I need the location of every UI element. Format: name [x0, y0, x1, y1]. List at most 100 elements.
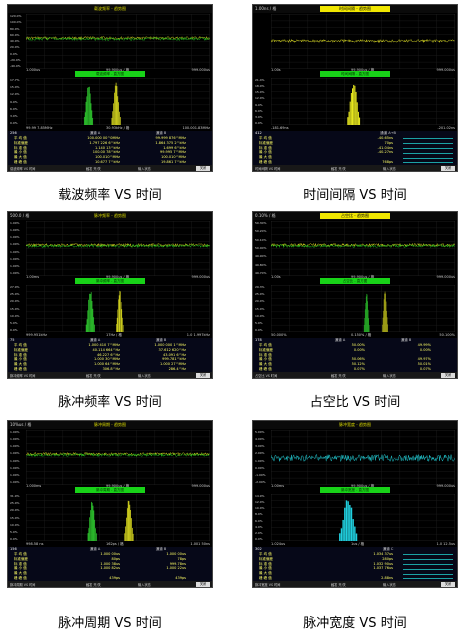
statistics-table: 256 通道 A 通道 B 平 均 值 100.000 00^0MHz 99.999 87… — [8, 131, 212, 166]
trend-y-labels — [255, 14, 271, 69]
histogram-bar — [113, 103, 114, 125]
panel-top-bar: 脉冲周期 - 趋势图 — [8, 421, 212, 429]
stats-value: 768ps — [382, 160, 393, 164]
status-mode: 时间间隔 VS 时间 — [255, 167, 281, 171]
trend-y-tick: -1.00% — [255, 472, 266, 477]
stats-value-a: 1.000 64^MHz — [93, 362, 120, 367]
histogram-bar — [115, 82, 117, 125]
stats-value-b: 1.000 000 1^MHz — [154, 343, 186, 347]
hist-y-labels: 17.7% 15.0% 12.0% 9.0% 6.0% 3.0% 0.0% — [10, 78, 26, 125]
histogram-bar — [90, 292, 92, 332]
histogram-bar — [91, 300, 93, 332]
histogram-title: 载波频率 - 直方图 — [96, 72, 124, 76]
close-button[interactable]: 关闭 — [441, 165, 455, 171]
stats-value: 280ps — [382, 556, 393, 561]
stats-label: 标 准 值 — [14, 561, 27, 566]
trend-y-tick: 3.00% — [255, 444, 265, 449]
hist-y-tick: 0.0% — [255, 328, 263, 332]
close-button[interactable]: 关闭 — [196, 581, 210, 587]
histogram-bar — [126, 508, 128, 541]
histogram-bar — [119, 111, 120, 125]
stats-value-b: 1.864 375 2^kHz — [155, 140, 186, 145]
status-bar: 时间间隔 VS 时间 触发 开/关 输入状态 关闭 — [253, 165, 457, 171]
close-button[interactable]: 关闭 — [441, 581, 455, 587]
stats-value-a: 50.06% — [351, 357, 365, 362]
stats-value-a: 50.12% — [351, 362, 365, 367]
trend-y-tick: 1.00% — [10, 271, 20, 275]
trend-x-left: 1.00s — [271, 68, 281, 72]
histogram-bar — [117, 96, 119, 125]
histogram-bar — [114, 85, 116, 125]
panel-title: 时间间隔 - 趋势图 — [339, 6, 371, 11]
trend-x-right: 999.000us — [191, 275, 210, 279]
stats-sparkline — [403, 138, 453, 140]
stats-value-b: 0.00% — [419, 347, 431, 352]
hist-y-tick: 10.0% — [10, 522, 20, 527]
hist-y-tick: 6.0% — [255, 108, 263, 113]
channel-b-header: 通道 B — [155, 338, 167, 342]
histogram-bar — [92, 117, 94, 125]
sample-count: 178 — [255, 338, 262, 342]
close-button[interactable]: 关闭 — [441, 372, 455, 378]
histogram-bar — [349, 504, 351, 541]
close-button[interactable]: 关闭 — [196, 165, 210, 171]
panel-pulse-frequency: 脉冲频率 - 趋势图 500.0 / 格 1.00% 1.00% 1.00% 1.00% 1… — [7, 211, 213, 379]
stats-value-b: 43.091 6^Hz — [163, 352, 186, 357]
histogram-bar — [90, 103, 92, 125]
histogram-bar — [122, 317, 123, 332]
stats-label: 峰 峰 值 — [14, 367, 27, 371]
panel-title: 脉冲频率 - 趋势图 — [94, 213, 126, 218]
stats-row: 最 小 值 50.06% 49.97% — [253, 357, 457, 362]
trend-y-labels: 50.30% 50.20% 50.10% 50.00% 49.90% 49.80% 49.7… — [255, 221, 271, 276]
status-trigger: 触发 开/关 — [86, 374, 101, 378]
close-button[interactable]: 关闭 — [196, 372, 210, 378]
histogram-plot — [26, 494, 210, 541]
trend-y-tick: 1.00% — [10, 430, 20, 434]
panel-pulse-period: 脉冲周期 - 趋势图 10%us / 格 1.00% 1.00% 1.00% 1.00% 1… — [7, 420, 213, 588]
panel-top-bar: 时间间隔 - 趋势图 — [253, 5, 457, 13]
stats-row: 峰 峰 值 0.07% 0.07% — [253, 367, 457, 372]
trend-y-tick: 49.80% — [255, 262, 267, 267]
trend-y-tick: 0.0% — [10, 51, 18, 56]
stats-row: 峰 峰 值 2.88ns — [253, 576, 457, 581]
sample-count: 302 — [255, 547, 262, 551]
channel-a-header: 通道 A — [334, 338, 346, 342]
status-mode: 脉冲频率 VS 时间 — [10, 374, 36, 378]
histogram-bar — [116, 86, 118, 125]
trend-y-tick: 49.70% — [255, 271, 267, 275]
hist-y-tick: 0.0% — [10, 537, 18, 541]
hist-x-right: 1.0 1.997kHz — [186, 332, 210, 337]
histogram-bar — [91, 502, 93, 541]
hist-y-tick: 10.0% — [255, 506, 265, 511]
histogram-bar — [342, 519, 344, 541]
histogram-title: 脉冲周期 - 直方图 — [96, 488, 124, 492]
trend-y-tick: 100.0% — [10, 20, 22, 25]
stats-label: 平 均 值 — [259, 136, 272, 140]
channel-header: 通道 A→B — [380, 131, 396, 135]
trend-y-tick: 4.00% — [255, 437, 265, 442]
histogram-bar — [350, 92, 352, 125]
stats-value-b: 78ps — [177, 556, 187, 561]
trend-y-tick: 50.30% — [255, 221, 267, 225]
histogram-bar — [88, 299, 90, 332]
status-bar: 占空比 VS 时间 触发 开/关 输入状态 关闭 — [253, 372, 457, 378]
stats-row: 平 均 值 50.00% 49.99% — [253, 343, 457, 348]
trend-y-labels: 1.00% 1.00% 1.00% 1.00% 1.00% 1.00% 1.00% 1.00% — [10, 430, 26, 485]
trend-x-right: 999.000us — [436, 68, 455, 72]
hist-x-left: -181.69ns — [271, 125, 289, 130]
histogram-bar — [124, 533, 126, 541]
stats-label: 平 均 值 — [14, 552, 27, 556]
histogram-bar — [352, 88, 354, 125]
trend-y-tick: 50.00% — [255, 246, 267, 250]
hist-y-tick: 15.0% — [10, 306, 20, 311]
trend-x-left: 1.00ms — [26, 275, 40, 279]
hist-y-tick: 20.0% — [255, 299, 265, 304]
panel-duty-cycle: 占空比 - 趋势图 0.10% / 格 50.30% 50.20% 50.10% 50.0… — [252, 211, 458, 379]
hist-y-tick: 15.0% — [255, 90, 265, 95]
histogram-plot — [271, 494, 455, 541]
stats-label: 标准偏差 — [14, 347, 28, 352]
status-trigger: 触发 开/关 — [86, 583, 101, 587]
histogram-bar — [94, 324, 95, 332]
trend-y-tick: 1.00% — [10, 472, 20, 477]
sample-count: 75 — [10, 338, 15, 342]
